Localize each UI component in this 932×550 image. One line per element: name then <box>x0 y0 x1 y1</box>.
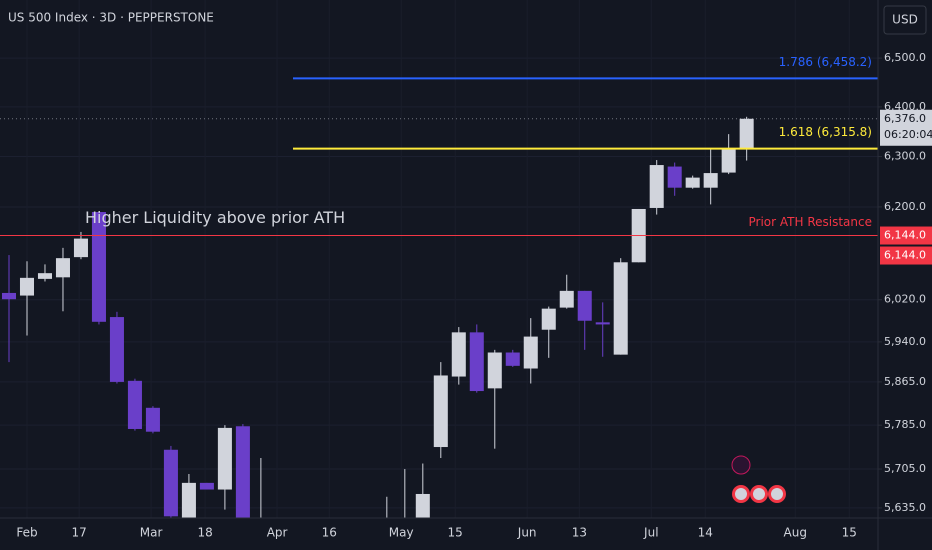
candle-body <box>235 426 250 518</box>
candle-body <box>1 292 17 300</box>
y-tick-label: 6,300.0 <box>884 150 926 163</box>
candle-body <box>73 238 88 258</box>
candle-body <box>559 290 574 308</box>
price-tag-label: 6,144.0 <box>884 249 926 262</box>
candle-body <box>685 177 700 188</box>
level-label: 1.786 (6,458.2) <box>779 55 872 69</box>
candle-body <box>649 165 664 208</box>
x-tick-label: 13 <box>572 526 587 540</box>
y-tick-label: 5,940.0 <box>884 335 926 348</box>
level-label: Prior ATH Resistance <box>749 215 873 229</box>
candle-body <box>739 118 754 150</box>
currency[interactable]: USD <box>892 13 918 27</box>
candle-body <box>703 173 718 188</box>
candle-body <box>469 332 484 392</box>
candle-body <box>163 449 178 517</box>
x-tick-label: 17 <box>72 526 87 540</box>
candle-body <box>109 317 124 382</box>
x-tick-label: Mar <box>140 526 163 540</box>
plot-area <box>0 77 878 518</box>
countdown: 06:20:04 <box>884 128 932 141</box>
currency-button[interactable] <box>883 5 927 35</box>
candle-body <box>523 336 538 369</box>
candle-body <box>37 273 52 279</box>
y-tick-label: 5,785.0 <box>884 418 926 431</box>
candle-body <box>577 290 592 321</box>
candle-body <box>541 308 556 330</box>
x-tick-label: 15 <box>842 526 857 540</box>
x-tick-label: 16 <box>322 526 337 540</box>
candle-body <box>145 407 160 432</box>
candle-body <box>19 277 35 296</box>
grid <box>0 57 878 509</box>
price-tag-label: 6,144.0 <box>884 229 926 242</box>
candle-body <box>667 166 682 188</box>
candle-body <box>433 375 448 448</box>
candle-body <box>415 493 430 518</box>
y-tick-label: 6,200.0 <box>884 200 926 213</box>
x-tick-label: Feb <box>16 526 37 540</box>
candle-body <box>217 427 232 490</box>
price-tag <box>880 246 932 265</box>
x-tick-label: Aug <box>784 526 807 540</box>
last-price-tag <box>880 109 932 146</box>
x-tick-label: 18 <box>197 526 212 540</box>
candle-body <box>613 262 628 355</box>
x-tick-label: Jun <box>517 526 537 540</box>
y-tick-label: 6,500.0 <box>884 51 926 64</box>
last-price-label: 6,376.0 <box>884 112 926 125</box>
x-tick-label: Apr <box>267 526 288 540</box>
candle-body <box>721 149 736 173</box>
x-tick-label: 14 <box>698 526 713 540</box>
y-tick-label: 6,400.0 <box>884 100 926 113</box>
x-tick-label: May <box>389 526 414 540</box>
candle-body <box>199 482 214 490</box>
candle-body <box>487 352 502 389</box>
y-tick-label: 5,705.0 <box>884 462 926 475</box>
event-icons[interactable] <box>731 455 786 503</box>
candle-body <box>127 380 142 429</box>
candle-body <box>595 322 610 325</box>
candle-body <box>451 332 466 377</box>
price-tag <box>880 226 932 245</box>
x-tick-label: Jul <box>643 526 658 540</box>
level-label: 1.618 (6,315.8) <box>779 125 872 139</box>
x-tick-label: 15 <box>448 526 463 540</box>
y-tick-label: 6,020.0 <box>884 293 926 306</box>
candle-body <box>505 352 520 366</box>
y-tick-label: 5,635.0 <box>884 501 926 514</box>
candle-body <box>91 212 106 322</box>
annotation: Higher Liquidity above prior ATH <box>85 208 345 227</box>
candle-body <box>55 258 70 278</box>
candle-body <box>181 482 196 518</box>
y-tick-label: 5,865.0 <box>884 375 926 388</box>
chart-title: US 500 Index · 3D · PEPPERSTONE <box>8 11 214 25</box>
